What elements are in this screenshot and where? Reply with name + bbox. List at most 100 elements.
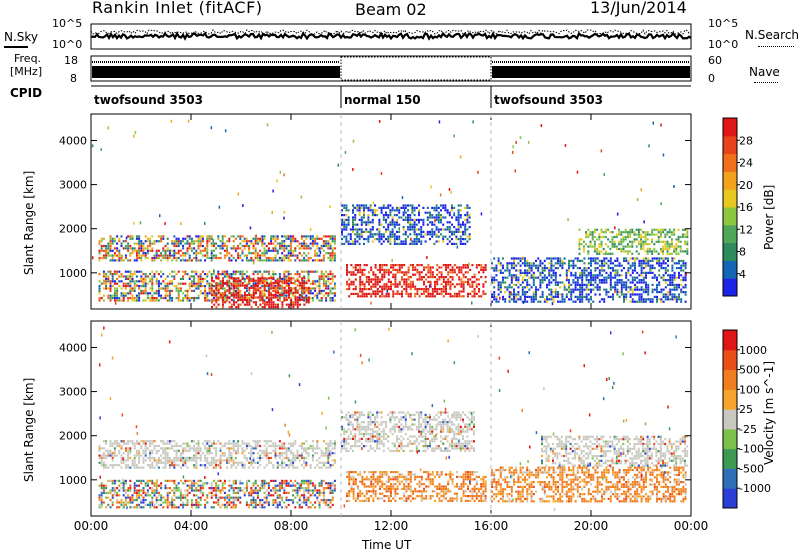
heat-cell: [233, 296, 235, 299]
heat-cell: [314, 280, 317, 283]
heat-cell: [223, 299, 226, 302]
heat-cell: [144, 277, 147, 280]
heat-cell: [681, 233, 684, 236]
heat-cell: [673, 276, 676, 279]
heat-cell: [124, 292, 127, 295]
heat-cell: [299, 298, 301, 301]
heat-cell: [329, 297, 332, 300]
heat-cell: [590, 262, 592, 265]
heat-cell: [466, 204, 469, 207]
heat-cell: [642, 298, 645, 301]
heat-cell: [438, 120, 441, 124]
heat-cell: [325, 442, 328, 445]
heat-cell: [427, 280, 430, 283]
heat-cell: [142, 466, 145, 469]
heat-cell: [526, 283, 529, 286]
heat-cell: [548, 267, 551, 270]
heat-cell: [524, 269, 526, 272]
heat-cell: [623, 267, 625, 270]
heat-cell: [517, 269, 520, 272]
heat-cell: [204, 249, 207, 252]
heat-cell: [557, 291, 559, 294]
heat-cell: [631, 231, 634, 234]
heat-cell: [625, 259, 628, 262]
heat-cell: [581, 291, 584, 294]
heat-cell: [175, 464, 178, 467]
heat-cell: [634, 293, 636, 296]
heat-cell: [230, 464, 233, 467]
heat-cell: [329, 254, 332, 257]
heat-cell: [603, 288, 606, 291]
heat-cell: [142, 459, 145, 462]
heat-cell: [426, 230, 429, 233]
heat-cell: [204, 440, 207, 443]
heat-cell: [257, 277, 260, 280]
heat-cell: [188, 447, 191, 450]
heat-cell: [309, 297, 312, 300]
heat-cell: [215, 247, 218, 250]
heat-cell: [546, 286, 548, 289]
heat-cell: [116, 499, 119, 502]
heat-cell: [622, 235, 625, 239]
heat-cell: [111, 294, 114, 297]
heat-cell: [675, 243, 678, 246]
heat-cell: [261, 279, 264, 282]
heat-cell: [370, 278, 373, 281]
heat-cell: [301, 282, 304, 285]
heat-cell: [155, 277, 158, 280]
heat-cell: [311, 449, 314, 452]
heat-cell: [413, 221, 416, 224]
heat-cell: [359, 295, 362, 298]
heat-cell: [403, 209, 406, 212]
heat-cell: [459, 230, 462, 233]
heat-cell: [188, 259, 191, 262]
heat-cell: [274, 235, 277, 238]
heat-cell: [146, 240, 149, 243]
heat-cell: [379, 278, 381, 281]
heat-cell: [272, 286, 275, 289]
heat-cell: [423, 288, 425, 291]
heat-cell: [635, 228, 638, 231]
heat-cell: [504, 269, 507, 272]
heat-cell: [139, 221, 142, 225]
heat-cell: [368, 276, 370, 279]
heat-cell: [411, 211, 414, 214]
heat-cell: [162, 449, 165, 452]
heat-cell: [292, 237, 295, 240]
heat-cell: [365, 228, 368, 231]
heat-cell: [633, 233, 636, 236]
heat-cell: [615, 233, 618, 236]
heat-cell: [359, 288, 362, 291]
heat-cell: [105, 252, 108, 255]
heat-cell: [129, 277, 132, 280]
heat-cell: [276, 454, 279, 457]
heat-cell: [675, 247, 678, 251]
heat-cell: [263, 294, 266, 297]
heat-cell: [585, 235, 588, 239]
heat-cell: [138, 247, 141, 250]
heat-cell: [140, 289, 143, 292]
heat-cell: [157, 449, 160, 452]
heat-cell: [102, 282, 105, 285]
heat-cell: [281, 247, 284, 250]
heat-cell: [290, 289, 293, 292]
heat-cell: [669, 298, 672, 301]
heat-cell: [201, 277, 204, 280]
heat-cell: [374, 214, 376, 217]
heat-cell: [543, 269, 546, 272]
heat-cell: [633, 231, 636, 234]
heat-cell: [142, 277, 145, 280]
heat-cell: [457, 204, 460, 207]
heat-cell: [122, 285, 125, 288]
heat-cell: [379, 285, 381, 288]
heat-cell: [625, 286, 628, 289]
heat-cell: [127, 466, 130, 469]
heat-cell: [543, 274, 546, 277]
heat-cell: [116, 294, 119, 297]
heat-cell: [352, 216, 354, 219]
heat-cell: [653, 276, 656, 279]
heat-cell: [331, 459, 334, 462]
heat-cell: [164, 449, 167, 452]
heat-cell: [422, 223, 425, 226]
heat-cell: [129, 289, 132, 292]
